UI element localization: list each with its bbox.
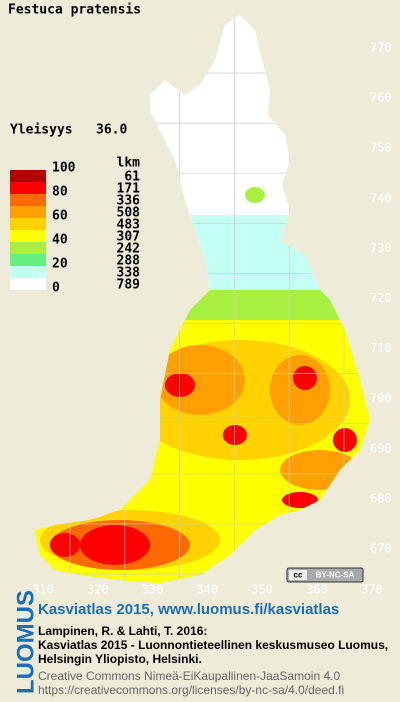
legend-swatch — [10, 206, 46, 218]
scale-label: 0 — [52, 281, 60, 296]
axis-ticks: 770 760 750 740 730 720 710 700 690 680 670 310 320 3… — [32, 41, 392, 597]
footer-heading: Kasviatlas 2015, www.luomus.fi/kasviatla… — [38, 601, 339, 618]
x-tick-label: 350 — [251, 583, 273, 597]
cc-mark: cc — [294, 571, 303, 580]
legend-swatch — [10, 194, 46, 206]
y-tick-label: 770 — [370, 41, 392, 55]
citation-line: Kasviatlas 2015 - Luonnontieteellinen ke… — [38, 638, 388, 652]
y-tick-label: 690 — [370, 441, 392, 455]
legend-swatch — [10, 182, 46, 194]
scale-label: 80 — [52, 185, 68, 200]
y-tick-label: 670 — [370, 542, 392, 556]
legend-count: 338 — [117, 266, 141, 281]
license-badge: cc BY-NC-SA — [286, 567, 364, 583]
x-tick-label: 310 — [32, 583, 54, 597]
scale-label: 60 — [52, 209, 68, 224]
legend-count: 288 — [117, 254, 141, 269]
y-tick-label: 740 — [370, 191, 392, 205]
badge-text: BY-NC-SA — [316, 571, 355, 580]
y-tick-label: 750 — [370, 141, 392, 155]
count-header: lkm — [117, 156, 141, 171]
legend-count: 242 — [117, 242, 140, 257]
y-tick-label: 700 — [370, 391, 392, 405]
citation-line: Helsingin Yliopisto, Helsinki. — [38, 652, 202, 666]
x-tick-label: 340 — [197, 583, 219, 597]
legend-swatch — [10, 242, 46, 254]
logo: LUOMUS — [12, 590, 39, 694]
license-line: https://creativecommons.org/licenses/by-… — [38, 683, 344, 697]
legend-swatch — [10, 218, 46, 230]
x-tick-label: 360 — [306, 583, 328, 597]
citation-line: Lampinen, R. & Lahti, T. 2016: — [38, 624, 207, 638]
legend-count: 61 — [124, 170, 140, 185]
scale-label: 20 — [52, 257, 68, 272]
y-tick-label: 760 — [370, 91, 392, 105]
title: Festuca pratensis — [8, 3, 141, 18]
legend-swatch — [10, 278, 46, 290]
frequency-label: Yleisyys — [10, 123, 73, 138]
legend-swatch — [10, 230, 46, 242]
legend-count: 483 — [117, 218, 140, 233]
legend-count: 789 — [117, 278, 140, 293]
license-line: Creative Commons Nimeä-EiKaupallinen-Jaa… — [38, 669, 340, 683]
legend-swatch — [10, 170, 46, 182]
legend-count: 336 — [117, 194, 141, 209]
legend-swatch — [10, 266, 46, 278]
x-tick-label: 330 — [142, 583, 164, 597]
y-tick-label: 680 — [370, 491, 392, 505]
frequency-value: 36.0 — [96, 123, 127, 138]
legend-count: 307 — [117, 230, 140, 245]
x-tick-label: 320 — [87, 583, 109, 597]
footer: Lampinen, R. & Lahti, T. 2016:Kasviatlas… — [38, 624, 388, 697]
x-tick-label: 370 — [361, 583, 383, 597]
legend-count: 171 — [117, 182, 141, 197]
scale-label: 40 — [52, 233, 68, 248]
legend-swatch — [10, 254, 46, 266]
y-tick-label: 710 — [370, 341, 392, 355]
legend-count: 508 — [117, 206, 141, 221]
y-tick-label: 720 — [370, 291, 392, 305]
scale-label: 100 — [52, 161, 76, 176]
y-tick-label: 730 — [370, 241, 392, 255]
